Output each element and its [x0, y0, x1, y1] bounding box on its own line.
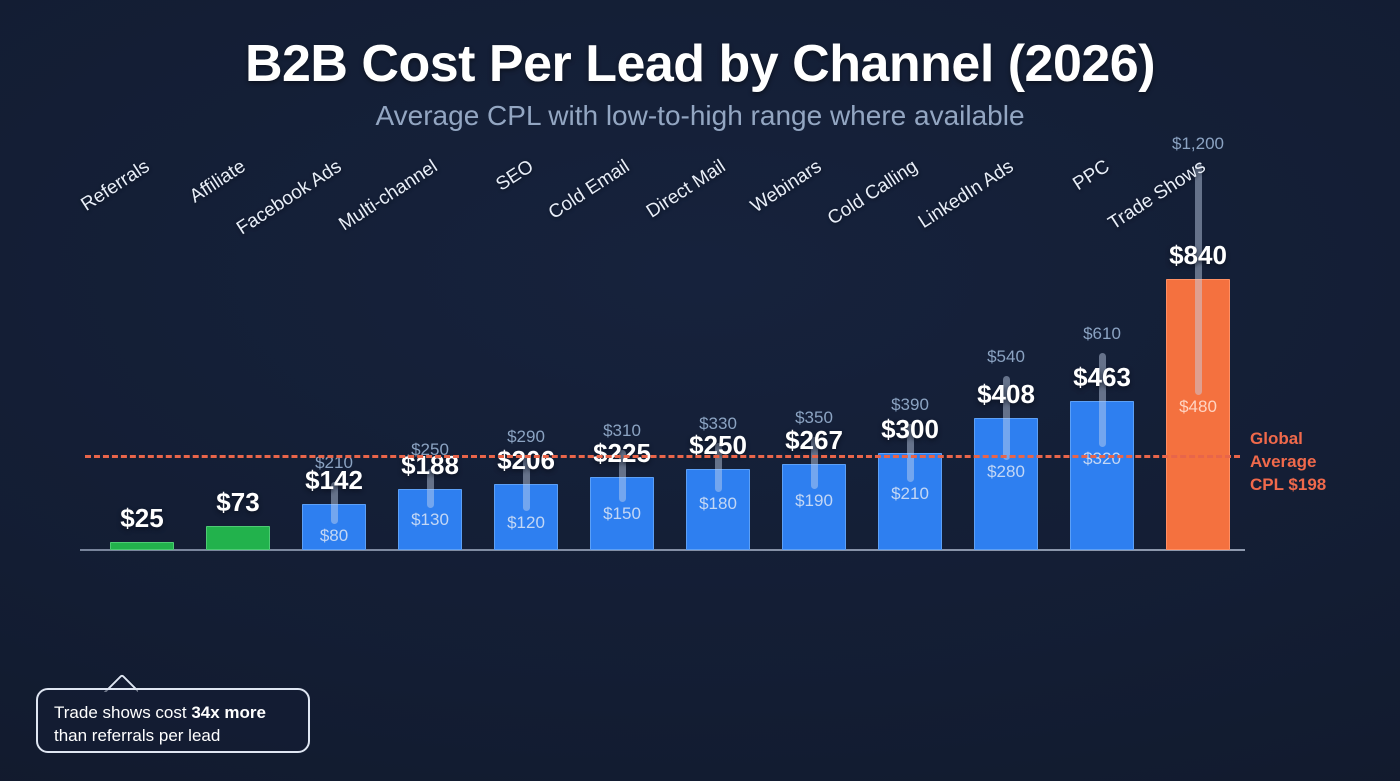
- bar-value-label: $225: [593, 438, 651, 469]
- average-label-line-3: CPL $198: [1250, 475, 1327, 494]
- range-high-label: $290: [507, 427, 545, 447]
- bar-group[interactable]: $1,200 $480 $840 Trade Shows: [1105, 134, 1230, 550]
- bar[interactable]: [302, 504, 366, 550]
- bar-group[interactable]: $350 $190 $267 Webinars: [747, 140, 846, 550]
- range-high-label: $310: [603, 420, 641, 440]
- x-axis-category-label[interactable]: Cold Email: [544, 156, 634, 224]
- bar[interactable]: [782, 463, 846, 550]
- x-axis-category-label[interactable]: Webinars: [746, 156, 826, 218]
- range-high-label: $610: [1083, 324, 1121, 344]
- bar-group[interactable]: $390 $210 $300 Cold Calling: [824, 140, 942, 550]
- range-high-label: $390: [891, 395, 929, 415]
- range-high-label: $350: [795, 408, 833, 428]
- bar[interactable]: [110, 541, 174, 550]
- bar-value-label: $300: [881, 414, 939, 445]
- range-whisker: [427, 469, 434, 509]
- bar-group[interactable]: $310 $150 $225 Cold Email: [545, 140, 654, 550]
- range-low-label: $280: [987, 461, 1025, 481]
- range-low-label: $180: [699, 493, 737, 513]
- range-low-label: $130: [411, 510, 449, 530]
- callout-text-highlight: 34x more: [191, 703, 266, 722]
- bar-group[interactable]: $540 $280 $408 LinkedIn Ads: [915, 140, 1038, 550]
- range-high-label: $540: [987, 346, 1025, 366]
- range-low-label: $320: [1083, 448, 1121, 468]
- bar[interactable]: [206, 526, 270, 550]
- callout-text-2: than referrals per lead: [54, 726, 221, 745]
- bar-value-label: $408: [977, 379, 1035, 410]
- bar-value-label: $840: [1169, 239, 1227, 270]
- bar-value-label: $206: [497, 444, 555, 475]
- range-whisker: [331, 482, 338, 525]
- average-reference-line: [85, 455, 1240, 458]
- x-axis-category-label[interactable]: SEO: [492, 156, 538, 196]
- callout-box: Trade shows cost 34x more than referrals…: [36, 688, 310, 753]
- bar-group[interactable]: $73 Affiliate: [186, 140, 270, 550]
- bar-value-label: $463: [1073, 361, 1131, 392]
- bar-group[interactable]: $210 $80 $142 Facebook Ads: [233, 140, 366, 550]
- x-axis-category-label[interactable]: Direct Mail: [642, 156, 730, 223]
- bar-group[interactable]: $25 Referrals: [77, 140, 174, 550]
- bar[interactable]: [878, 453, 942, 550]
- bar[interactable]: [1070, 400, 1134, 550]
- average-reference-label: Global Average CPL $198: [1250, 427, 1390, 496]
- bar-group[interactable]: $250 $130 $188 Multi-channel: [335, 140, 462, 550]
- page-subtitle: Average CPL with low-to-high range where…: [375, 100, 1025, 131]
- bar-group[interactable]: $610 $320 $463 PPC: [1069, 140, 1134, 550]
- range-high-label: $1,200: [1172, 133, 1224, 153]
- range-whisker: [907, 424, 914, 483]
- bar-value-label: $267: [785, 424, 843, 455]
- range-low-label: $80: [319, 526, 349, 546]
- range-low-label: $210: [891, 484, 929, 504]
- x-axis-category-label[interactable]: Affiliate: [186, 156, 250, 208]
- bar-group[interactable]: $330 $180 $250 Direct Mail: [643, 140, 750, 550]
- range-whisker: [715, 443, 722, 492]
- x-axis-category-label[interactable]: PPC: [1069, 156, 1114, 195]
- plot-area: $25 Referrals $73 Affiliate $210 $80 $142 Faceb…: [77, 134, 1250, 551]
- x-axis-category-label[interactable]: Referrals: [77, 156, 154, 216]
- average-label-line-2: Average: [1250, 452, 1317, 471]
- bar-group[interactable]: $290 $120 $206 SEO: [492, 140, 558, 550]
- range-high-label: $330: [699, 414, 737, 434]
- bar[interactable]: [686, 469, 750, 550]
- page-title: B2B Cost Per Lead by Channel (2026): [244, 35, 1156, 93]
- range-low-label: $480: [1179, 397, 1217, 417]
- bar-value-label: $25: [120, 502, 164, 533]
- range-whisker: [811, 437, 818, 489]
- bar-value-label: $73: [216, 487, 260, 518]
- x-axis-line: [80, 549, 1245, 551]
- range-whisker: [1003, 375, 1010, 460]
- range-whisker: [1099, 353, 1106, 447]
- bar[interactable]: [974, 418, 1038, 550]
- range-low-label: $190: [795, 490, 833, 510]
- range-whisker: [523, 456, 530, 512]
- range-whisker: [619, 449, 626, 502]
- bar-value-label: $142: [305, 465, 363, 496]
- range-low-label: $150: [603, 503, 641, 523]
- range-high-label: $250: [411, 440, 449, 460]
- range-whisker: [1195, 162, 1202, 396]
- bar[interactable]: [1166, 278, 1230, 550]
- bar[interactable]: [494, 483, 558, 550]
- bar[interactable]: [590, 477, 654, 550]
- bar[interactable]: [398, 489, 462, 550]
- average-label-line-1: Global: [1250, 429, 1303, 448]
- callout-text-1: Trade shows cost: [54, 703, 192, 722]
- range-low-label: $120: [507, 513, 545, 533]
